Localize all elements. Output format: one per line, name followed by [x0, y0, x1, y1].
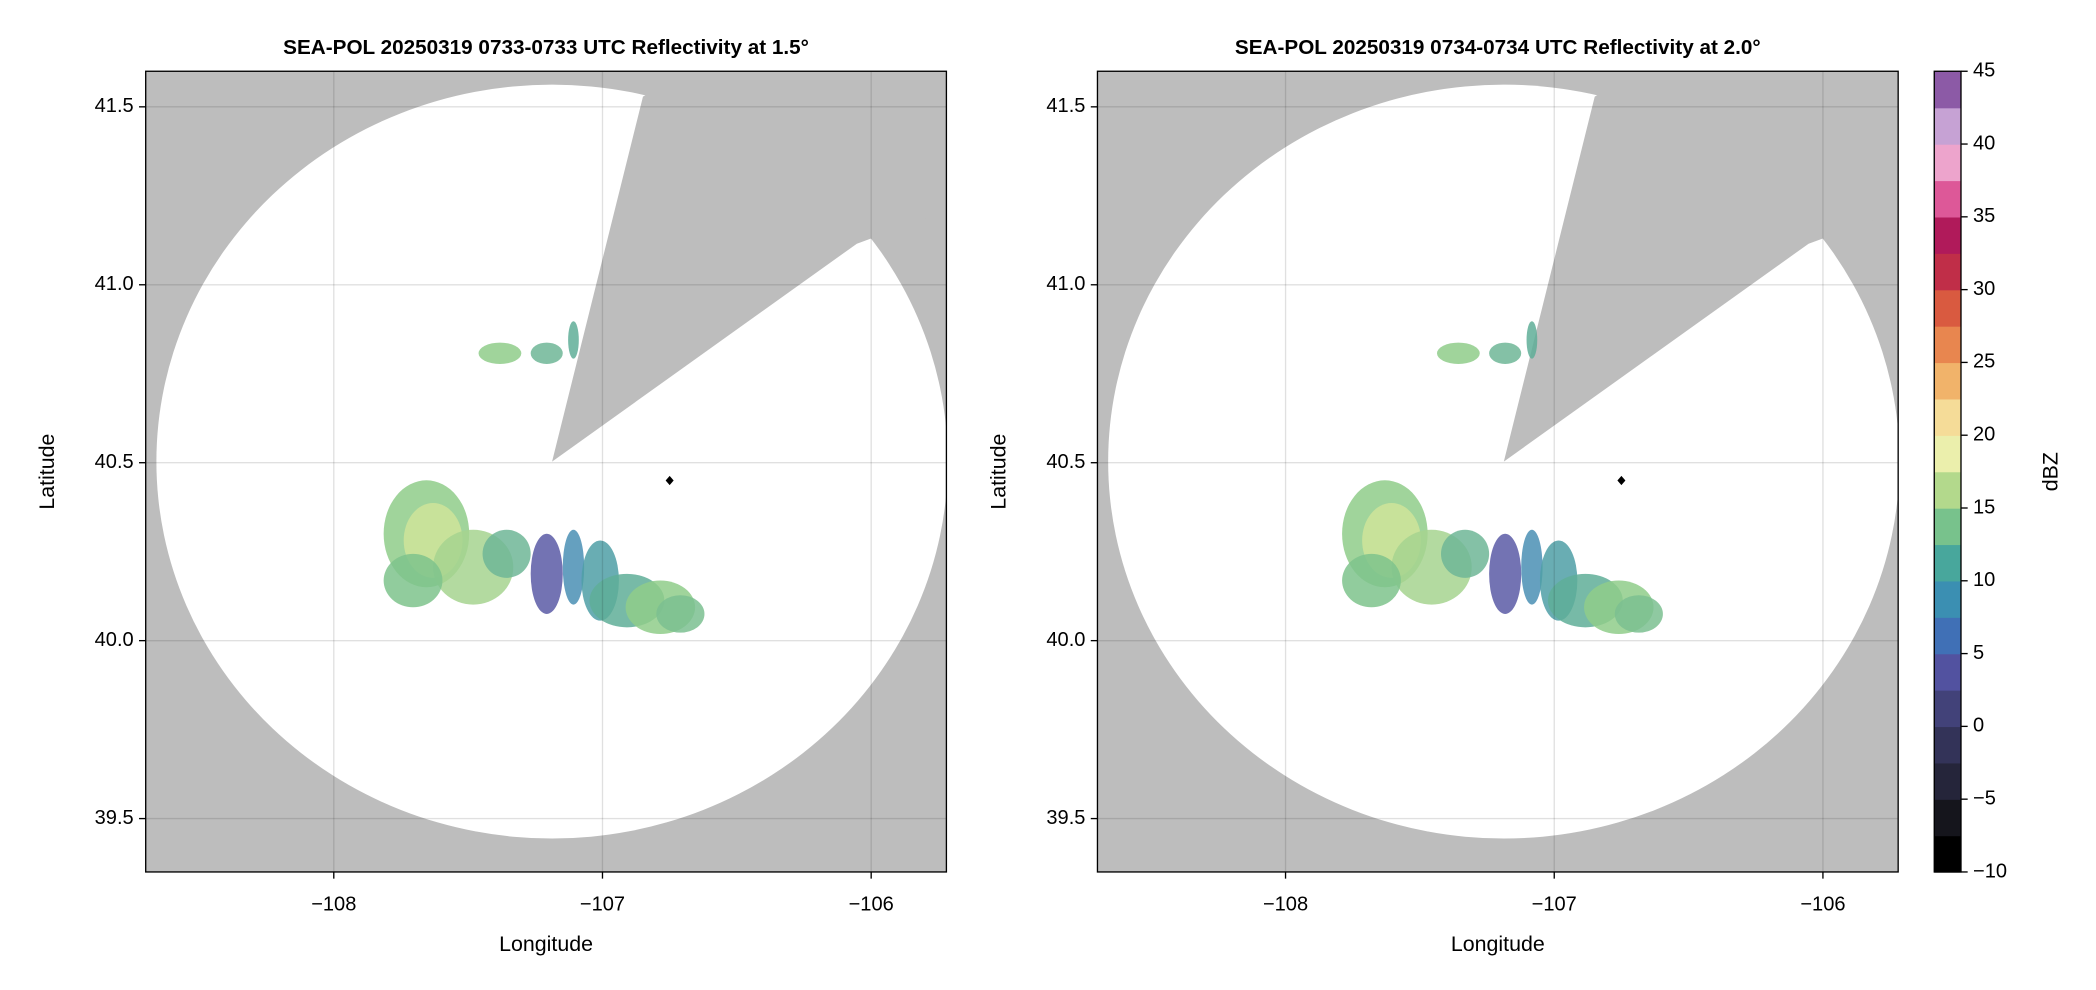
- y-tick-label: 40.5: [95, 451, 134, 473]
- y-axis-label: Latitude: [987, 434, 1011, 510]
- echo: [1441, 529, 1490, 578]
- colorbar-tick-label: 35: [1973, 205, 1995, 227]
- y-tick-label: 41.0: [1046, 273, 1085, 295]
- y-tick-label: 39.5: [1046, 807, 1085, 829]
- colorbar-bin: [1934, 107, 1961, 145]
- echo: [383, 553, 443, 608]
- echo: [530, 533, 563, 614]
- radar-location: [665, 475, 674, 486]
- plot-area: [1097, 71, 1899, 872]
- colorbar-tick-label: 5: [1973, 642, 1984, 664]
- echo: [530, 342, 563, 364]
- echo: [1489, 533, 1522, 614]
- echo: [482, 529, 531, 578]
- colorbar-tick-label: 0: [1973, 715, 1984, 737]
- chart-title: SEA-POL 20250319 0733-0733 UTC Reflectiv…: [283, 36, 809, 59]
- axes-frame: [1096, 70, 1899, 873]
- echo: [656, 595, 705, 633]
- x-axis-label: Longitude: [1451, 932, 1545, 956]
- echo: [1436, 342, 1480, 364]
- radar-location: [1617, 475, 1626, 486]
- x-tick-label: −106: [1800, 894, 1845, 916]
- y-tick-label: 40.0: [1046, 629, 1085, 651]
- y-axis-label: Latitude: [35, 434, 59, 510]
- colorbar-bin: [1934, 726, 1961, 764]
- colorbar-tick-label: −5: [1973, 787, 1996, 809]
- colorbar-bin: [1934, 799, 1961, 837]
- colorbar-bin: [1934, 398, 1961, 436]
- echo: [478, 342, 522, 364]
- colorbar-bin: [1934, 508, 1961, 546]
- blocked-sector: [1503, 71, 1899, 462]
- colorbar-bin: [1934, 326, 1961, 364]
- colorbar-bin: [1934, 253, 1961, 291]
- colorbar-tick-label: −10: [1973, 860, 2007, 882]
- colorbar-bin: [1934, 289, 1961, 327]
- colorbar-bin: [1934, 144, 1961, 182]
- colorbar-bin: [1934, 216, 1961, 254]
- colorbar-bin: [1934, 653, 1961, 691]
- y-tick-label: 41.0: [95, 273, 134, 295]
- x-tick-label: −107: [1532, 894, 1577, 916]
- echo: [568, 321, 579, 359]
- echo: [1521, 529, 1543, 605]
- colorbar-tick-label: 30: [1973, 278, 1995, 300]
- colorbar-bin: [1934, 544, 1961, 582]
- colorbar-bin: [1934, 71, 1961, 109]
- colorbar-bin: [1934, 180, 1961, 218]
- colorbar-bin: [1934, 435, 1961, 473]
- y-tick-label: 40.5: [1046, 451, 1085, 473]
- echo: [1526, 321, 1538, 359]
- echo: [562, 529, 585, 605]
- y-tick-label: 40.0: [95, 629, 134, 651]
- colorbar-bin: [1934, 362, 1961, 400]
- axes-frame: [145, 70, 948, 873]
- x-tick-label: −106: [849, 894, 894, 916]
- x-tick-label: −107: [580, 894, 625, 916]
- echo: [1614, 595, 1663, 633]
- colorbar-tick-label: 20: [1973, 424, 1995, 446]
- colorbar-tick-label: 15: [1973, 496, 1995, 518]
- blocked-sector: [552, 71, 947, 462]
- x-tick-label: −108: [1263, 894, 1308, 916]
- colorbar-bin: [1934, 617, 1961, 655]
- colorbar-bin: [1934, 580, 1961, 618]
- x-tick-label: −108: [311, 894, 356, 916]
- colorbar-tick-label: 40: [1973, 132, 1995, 154]
- colorbar-frame: [1933, 70, 1962, 873]
- colorbar-tick-label: 45: [1973, 60, 1995, 82]
- colorbar-bin: [1934, 762, 1961, 800]
- y-tick-label: 39.5: [95, 807, 134, 829]
- colorbar-bin: [1934, 835, 1961, 873]
- colorbar-tick-label: 10: [1973, 569, 1995, 591]
- x-axis-label: Longitude: [499, 932, 593, 956]
- plot-area: [145, 71, 947, 872]
- y-tick-label: 41.5: [95, 95, 134, 117]
- colorbar-tick-label: 25: [1973, 351, 1995, 373]
- colorbar-label: dBZ: [2039, 452, 2063, 491]
- echo: [1342, 553, 1401, 608]
- chart-title: SEA-POL 20250319 0734-0734 UTC Reflectiv…: [1235, 36, 1761, 59]
- echo: [1489, 342, 1522, 364]
- colorbar-bin: [1934, 689, 1961, 728]
- colorbar-bin: [1934, 471, 1961, 509]
- y-tick-label: 41.5: [1046, 95, 1085, 117]
